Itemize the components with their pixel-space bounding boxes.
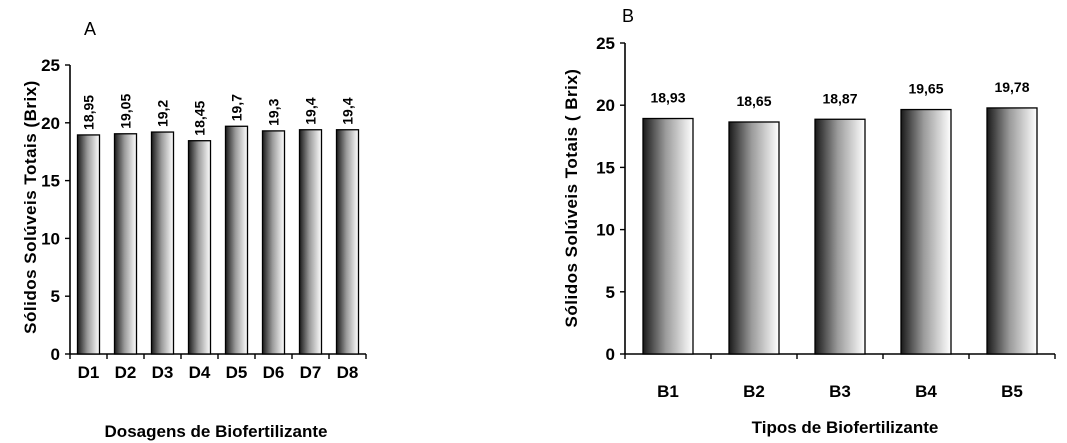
chart-a-y-axis-label: Sólidos Solúveis Totais (Brix) xyxy=(21,80,40,334)
chart-b-category-label: B3 xyxy=(829,382,851,401)
chart-b-category-label: B4 xyxy=(915,382,937,401)
chart-a-category-label: D3 xyxy=(152,363,174,382)
chart-a-data-label: 19,7 xyxy=(229,94,245,121)
chart-a-data-label: 19,2 xyxy=(155,100,171,127)
chart-a-bar-d2 xyxy=(113,133,138,355)
chart-a-category-label: D6 xyxy=(263,363,285,382)
chart-a-y-tick-label: 15 xyxy=(41,172,60,191)
chart-a-data-label: 19,4 xyxy=(340,97,356,124)
chart-b-category-label: B1 xyxy=(657,382,679,401)
chart-a-y-tick-label: 25 xyxy=(41,56,60,75)
chart-b-y-tick-label: 20 xyxy=(596,96,615,115)
chart-a-category-label: D4 xyxy=(189,363,211,382)
chart-a-category-label: D7 xyxy=(300,363,322,382)
chart-b-data-label: 19,78 xyxy=(994,79,1029,95)
chart-b-y-tick-label: 15 xyxy=(596,158,615,177)
chart-a-data-label: 19,4 xyxy=(303,97,319,124)
chart-a-category-label: D2 xyxy=(115,363,137,382)
chart-a-bar-d5 xyxy=(224,125,249,355)
chart-b-data-label: 19,65 xyxy=(908,81,943,97)
chart-a-data-label: 19,05 xyxy=(118,94,134,129)
chart-b-bar-b1 xyxy=(642,117,694,355)
chart-a-bar-d3 xyxy=(150,131,175,355)
chart-a-y-tick-label: 0 xyxy=(51,345,60,364)
chart-b-data-label: 18,65 xyxy=(736,93,771,109)
chart-b-category-label: B5 xyxy=(1001,382,1023,401)
chart-b-data-label: 18,87 xyxy=(822,90,857,106)
chart-b-y-axis-label: Sólidos Solúveis Totais ( Brix) xyxy=(562,69,581,328)
chart-b-category-label: B2 xyxy=(743,382,765,401)
chart-a-data-label: 18,95 xyxy=(81,95,97,130)
chart-b-bar-b2 xyxy=(728,121,780,355)
chart-a-data-label: 19,3 xyxy=(266,98,282,125)
chart-a-y-tick-label: 20 xyxy=(41,114,60,133)
chart-a-x-axis-label: Dosagens de Biofertilizante xyxy=(105,422,328,441)
chart-b-bar-b4 xyxy=(900,108,952,355)
chart-a-category-label: D8 xyxy=(337,363,359,382)
chart-a-bar-d6 xyxy=(261,130,286,355)
panel-b-label: B xyxy=(622,6,634,26)
chart-a-category-label: D1 xyxy=(78,363,100,382)
chart-b-y-tick-label: 10 xyxy=(596,221,615,240)
chart-b-y-tick-label: 5 xyxy=(606,283,615,302)
chart-b-bar-b5 xyxy=(986,107,1038,355)
chart-a-bar-d8 xyxy=(335,129,360,355)
chart-b-y-tick-label: 25 xyxy=(596,34,615,53)
chart-b-bar-b3 xyxy=(814,118,866,355)
chart-a: A Sólidos Solúveis Totais (Brix) Dosagen… xyxy=(21,19,367,441)
chart-a-data-label: 18,45 xyxy=(192,100,208,135)
chart-b-x-axis-label: Tipos de Biofertilizante xyxy=(752,418,939,437)
chart-a-bar-d7 xyxy=(298,129,323,355)
panel-a-label: A xyxy=(84,19,96,39)
chart-b: B Sólidos Solúveis Totais ( Brix) Tipos … xyxy=(562,6,1056,437)
chart-b-data-label: 18,93 xyxy=(650,90,685,106)
chart-b-y-tick-label: 0 xyxy=(606,345,615,364)
chart-a-category-label: D5 xyxy=(226,363,248,382)
chart-a-bar-d4 xyxy=(187,140,212,355)
chart-a-y-tick-label: 10 xyxy=(41,229,60,248)
chart-a-bar-d1 xyxy=(76,134,101,355)
chart-a-y-tick-label: 5 xyxy=(51,287,60,306)
